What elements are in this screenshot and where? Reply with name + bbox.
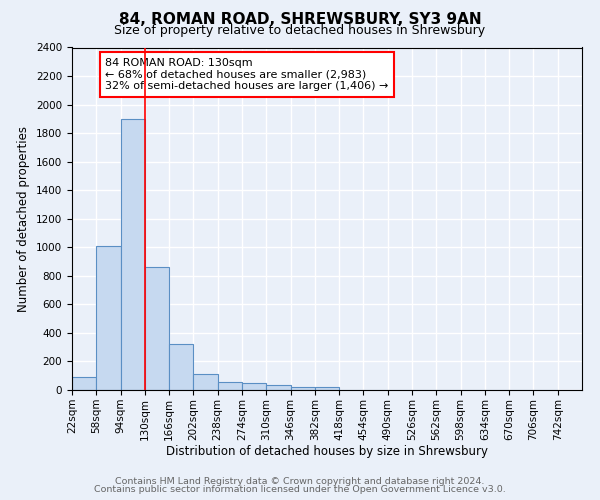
Bar xyxy=(145,268,169,390)
Text: Size of property relative to detached houses in Shrewsbury: Size of property relative to detached ho… xyxy=(115,24,485,37)
Bar xyxy=(290,387,315,390)
Bar xyxy=(169,344,193,390)
Bar xyxy=(266,385,290,390)
Bar xyxy=(218,382,242,390)
Bar xyxy=(315,387,339,390)
Text: Contains HM Land Registry data © Crown copyright and database right 2024.: Contains HM Land Registry data © Crown c… xyxy=(115,477,485,486)
Bar xyxy=(242,384,266,390)
Bar xyxy=(121,119,145,390)
Text: Contains public sector information licensed under the Open Government Licence v3: Contains public sector information licen… xyxy=(94,485,506,494)
Bar xyxy=(72,377,96,390)
Text: 84 ROMAN ROAD: 130sqm
← 68% of detached houses are smaller (2,983)
32% of semi-d: 84 ROMAN ROAD: 130sqm ← 68% of detached … xyxy=(105,58,389,91)
Y-axis label: Number of detached properties: Number of detached properties xyxy=(17,126,31,312)
Bar xyxy=(193,374,218,390)
X-axis label: Distribution of detached houses by size in Shrewsbury: Distribution of detached houses by size … xyxy=(166,446,488,458)
Bar xyxy=(96,246,121,390)
Text: 84, ROMAN ROAD, SHREWSBURY, SY3 9AN: 84, ROMAN ROAD, SHREWSBURY, SY3 9AN xyxy=(119,12,481,28)
